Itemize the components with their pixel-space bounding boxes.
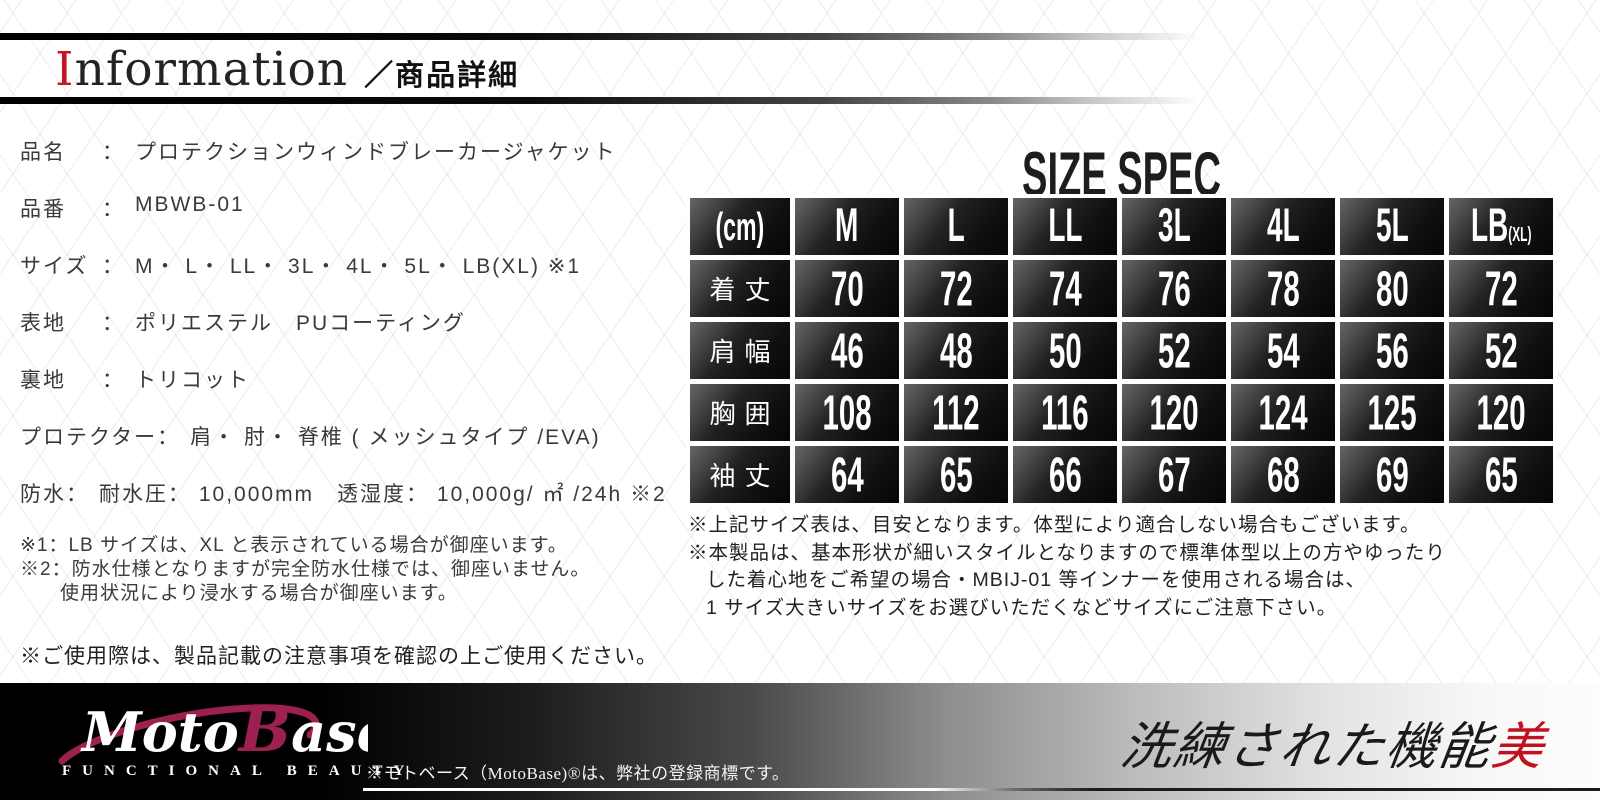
table-cell: 54 bbox=[1231, 322, 1335, 379]
title-rest: nformation bbox=[74, 42, 349, 97]
footnote-2: ※2：防水仕様となりますが完全防水仕様では、御座いません。 bbox=[20, 559, 591, 580]
table-cell: 108 bbox=[795, 384, 899, 441]
table-cell: 50 bbox=[1013, 322, 1117, 379]
table-cell: 72 bbox=[904, 260, 1008, 317]
table-header-l: L bbox=[904, 198, 1008, 255]
size-note-2-cont2: 1 サイズ大きいサイズをお選びいただくなどサイズにご注意下さい。 bbox=[706, 596, 1338, 619]
table-header-m: M bbox=[795, 198, 899, 255]
table-cell: 52 bbox=[1449, 322, 1553, 379]
spec-line-lining: 裏地：トリコット bbox=[20, 369, 250, 392]
table-cell: 48 bbox=[904, 322, 1008, 379]
table-cell: 116 bbox=[1013, 384, 1117, 441]
slogan-accent-char: 美 bbox=[1488, 718, 1550, 777]
row-label-shoulder: 肩幅 bbox=[690, 322, 790, 379]
table-cell: 65 bbox=[904, 446, 1008, 503]
table-cell: 80 bbox=[1340, 260, 1444, 317]
size-spec-table: (cm) M L LL 3L 4L 5L LB(XL) 着丈 70 72 74 … bbox=[686, 194, 1557, 507]
table-cell: 76 bbox=[1122, 260, 1226, 317]
logo-tagline: FUNCTIONAL BEAUTY bbox=[62, 763, 416, 779]
table-header-ll: LL bbox=[1013, 198, 1117, 255]
logo-wordmark: MotoBase® bbox=[80, 693, 368, 766]
spec-line-shell: 表地：ポリエステル PUコーティング bbox=[20, 312, 466, 335]
table-header-5l: 5L bbox=[1340, 198, 1444, 255]
footer-bar: MotoBase® FUNCTIONAL BEAUTY ※モトベース（MotoB… bbox=[0, 683, 1600, 800]
footer-divider-line bbox=[363, 788, 1600, 791]
trademark-note: ※モトベース（MotoBase)®は、弊社の登録商標です。 bbox=[366, 764, 790, 783]
table-header-3l: 3L bbox=[1122, 198, 1226, 255]
spec-line-model: 品番： MBWB-01 bbox=[20, 193, 245, 221]
table-cell: 72 bbox=[1449, 260, 1553, 317]
table-cell: 124 bbox=[1231, 384, 1335, 441]
table-cell: 120 bbox=[1449, 384, 1553, 441]
table-cell: 78 bbox=[1231, 260, 1335, 317]
table-cell: 69 bbox=[1340, 446, 1444, 503]
table-cell: 125 bbox=[1340, 384, 1444, 441]
spec-line-waterproof: 防水：耐水圧： 10,000mm 透湿度： 10,000g/ ㎡ /24h ※2 bbox=[20, 483, 667, 506]
row-label-chest: 胸囲 bbox=[690, 384, 790, 441]
table-cell: 56 bbox=[1340, 322, 1444, 379]
footnote-2-cont: 使用状況により浸水する場合が御座います。 bbox=[60, 583, 458, 604]
table-cell: 66 bbox=[1013, 446, 1117, 503]
page-subtitle: ／商品詳細 bbox=[364, 60, 520, 92]
size-note-1: ※上記サイズ表は、目安となります。体型により適合しない場合もございます。 bbox=[688, 514, 1421, 536]
spec-line-name: 品名：プロテクションウィンドブレーカージャケット bbox=[20, 141, 617, 164]
header-rule-bottom bbox=[0, 97, 1500, 104]
table-header-lb: LB(XL) bbox=[1449, 198, 1553, 255]
product-info-list: 品名：プロテクションウィンドブレーカージャケット 品番： MBWB-01 サイズ：… bbox=[20, 136, 670, 535]
row-label-sleeve: 袖丈 bbox=[690, 446, 790, 503]
brand-slogan: 洗練された機能美 bbox=[1117, 718, 1550, 777]
table-cell: 67 bbox=[1122, 446, 1226, 503]
table-cell: 68 bbox=[1231, 446, 1335, 503]
page-header: Information ／商品詳細 bbox=[55, 42, 519, 97]
table-cell: 74 bbox=[1013, 260, 1117, 317]
title-initial: I bbox=[55, 42, 75, 97]
table-header-unit: (cm) bbox=[690, 198, 790, 255]
usage-note: ※ご使用際は、製品記載の注意事項を確認の上ご使用ください。 bbox=[20, 644, 658, 668]
row-label-length: 着丈 bbox=[690, 260, 790, 317]
table-cell: 46 bbox=[795, 322, 899, 379]
left-footnotes: ※1：LB サイズは、XL と表示されている場合が御座います。 ※2：防水仕様と… bbox=[20, 534, 590, 606]
footnote-1: ※1：LB サイズは、XL と表示されている場合が御座います。 bbox=[20, 535, 568, 556]
table-cell: 64 bbox=[795, 446, 899, 503]
logo-swoosh bbox=[58, 704, 320, 765]
table-cell: 112 bbox=[904, 384, 1008, 441]
size-note-2: ※本製品は、基本形状が細いスタイルとなりますので標準体型以上の方やゆったり bbox=[688, 541, 1446, 564]
motobase-logo: MotoBase® bbox=[58, 693, 368, 766]
spec-line-protector: プロテクター：肩・ 肘・ 脊椎 ( メッシュタイプ /EVA) bbox=[20, 426, 601, 449]
size-note-2-cont: した着心地をご希望の場合・MBIJ-01 等インナーを使用される場合は、 bbox=[706, 569, 1367, 591]
spec-line-sizes: サイズ： M・ L・ LL・ 3L・ 4L・ 5L・ LB(XL) ※1 bbox=[20, 255, 582, 278]
page-title: Information bbox=[55, 42, 348, 97]
table-header-4l: 4L bbox=[1231, 198, 1335, 255]
table-cell: 70 bbox=[795, 260, 899, 317]
table-cell: 52 bbox=[1122, 322, 1226, 379]
table-cell: 120 bbox=[1122, 384, 1226, 441]
table-cell: 65 bbox=[1449, 446, 1553, 503]
header-rule-top bbox=[0, 33, 1500, 40]
size-spec-notes: ※上記サイズ表は、目安となります。体型により適合しない場合もございます。 ※本製… bbox=[688, 512, 1446, 622]
